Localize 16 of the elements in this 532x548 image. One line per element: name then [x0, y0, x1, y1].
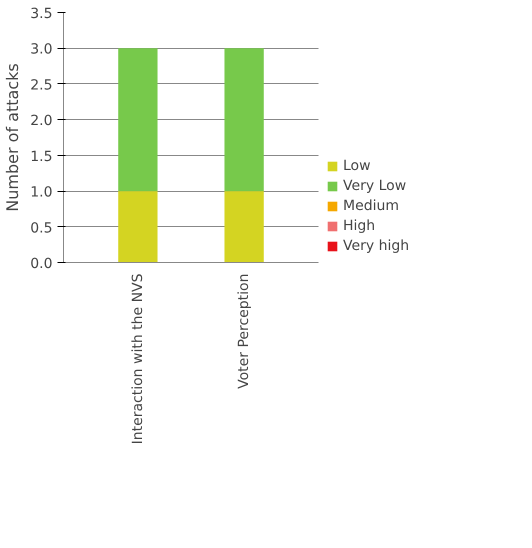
x-tick-label: Voter Perception	[236, 273, 252, 389]
y-tick-label: 1.5	[30, 148, 52, 165]
legend-label: Low	[343, 158, 371, 174]
legend-label: Very Low	[343, 178, 406, 194]
legend-label: High	[343, 218, 376, 234]
y-tick-label: 3.5	[30, 6, 52, 22]
y-tick-label: 2.5	[30, 77, 52, 94]
y-tick-label: 0.5	[30, 220, 52, 236]
x-tick-label: Interaction with the NVS	[130, 273, 146, 444]
y-tick-label: 1.0	[30, 184, 52, 201]
y-tick-label: 0.0	[30, 256, 52, 272]
y-tick-label: 2.0	[30, 113, 52, 130]
y-tick-label: 3.0	[30, 42, 52, 58]
legend-label: Medium	[343, 198, 399, 214]
legend-label: Very high	[343, 238, 410, 254]
y-axis-title: Number of attacks	[3, 63, 22, 212]
